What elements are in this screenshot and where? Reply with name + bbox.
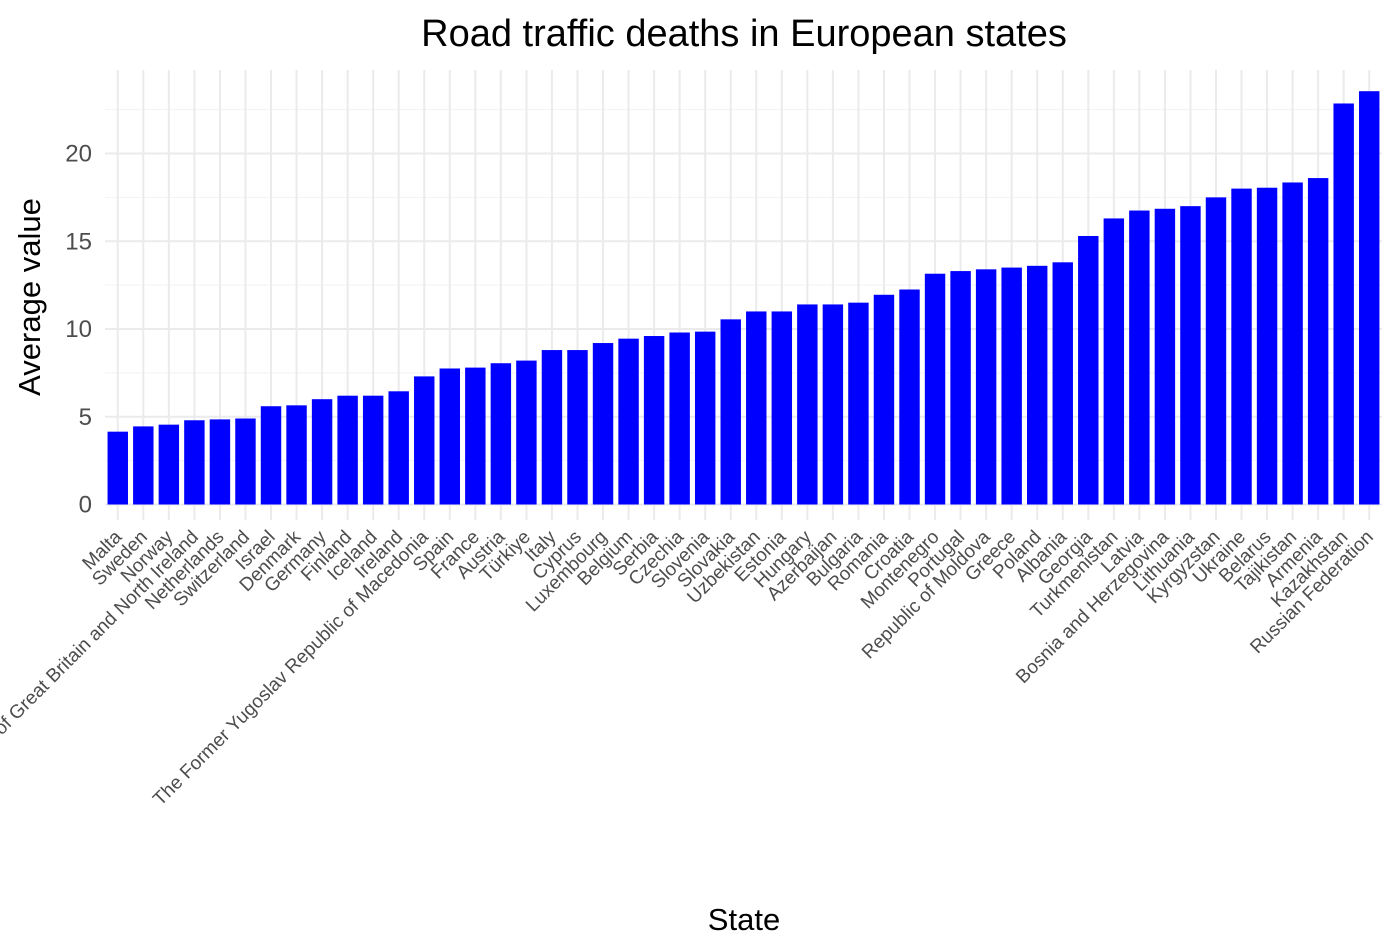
bar xyxy=(618,338,639,505)
bars-group xyxy=(107,91,1380,505)
y-tick-label: 5 xyxy=(79,404,92,431)
bar xyxy=(924,273,946,505)
bar xyxy=(414,376,435,505)
y-axis-title: Average value xyxy=(12,198,47,396)
bar xyxy=(567,350,588,505)
bar xyxy=(1307,178,1329,505)
bar xyxy=(490,363,512,505)
bar xyxy=(260,406,282,505)
bar xyxy=(1026,265,1048,505)
bar xyxy=(388,391,409,505)
x-tick-labels: MaltaSwedenNorwayUnited Kingdom of Great… xyxy=(0,526,1378,838)
bar xyxy=(1052,262,1073,505)
bar xyxy=(133,426,154,505)
bar xyxy=(311,399,333,505)
bar xyxy=(1129,210,1150,505)
y-tick-label: 10 xyxy=(65,316,92,343)
bar xyxy=(873,294,895,505)
bar xyxy=(746,311,767,505)
bar xyxy=(1359,91,1380,505)
bar xyxy=(439,368,460,505)
bar xyxy=(1180,206,1201,505)
bar xyxy=(1103,218,1125,505)
bar xyxy=(184,420,205,505)
bar xyxy=(1078,235,1099,505)
y-tick-label: 15 xyxy=(65,228,92,255)
bar xyxy=(1282,182,1303,505)
bar xyxy=(541,350,563,505)
bar xyxy=(235,418,256,505)
y-tick-labels: 0 5 10 15 20 xyxy=(65,141,92,519)
bar xyxy=(694,331,716,505)
bar xyxy=(1256,187,1278,505)
bar xyxy=(1205,197,1227,505)
bar xyxy=(950,271,971,505)
bar xyxy=(465,367,486,505)
bar xyxy=(337,395,358,505)
bar xyxy=(771,311,793,505)
bar xyxy=(516,360,537,505)
bar xyxy=(643,336,665,505)
bar xyxy=(1333,103,1354,505)
y-tick-label: 0 xyxy=(79,492,92,519)
bar xyxy=(1231,188,1252,505)
bar xyxy=(822,304,844,505)
bar xyxy=(975,269,997,505)
bar xyxy=(669,332,690,505)
bar xyxy=(720,319,741,505)
bar xyxy=(286,405,307,505)
bar xyxy=(1001,267,1022,505)
bar xyxy=(107,431,128,505)
y-tick-label: 20 xyxy=(65,141,92,168)
bar xyxy=(1154,208,1176,505)
x-axis-title: State xyxy=(708,902,780,937)
chart-title: Road traffic deaths in European states xyxy=(421,13,1067,55)
bar xyxy=(362,395,384,505)
bar xyxy=(158,424,180,505)
bar xyxy=(899,289,920,505)
bar xyxy=(797,304,818,505)
bar xyxy=(209,419,231,505)
bar xyxy=(848,302,869,505)
bar xyxy=(592,343,614,505)
